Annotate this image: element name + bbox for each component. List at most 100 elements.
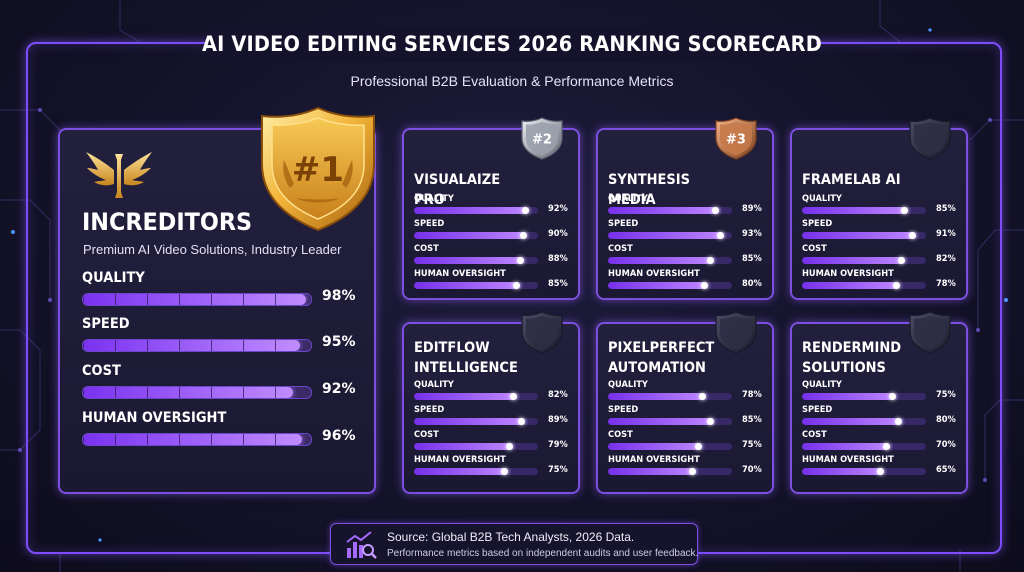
service-card: #3 SYNTHESIS MEDIA QUALITY 89% SPEED 93% COST 8… [596,117,774,300]
metric-bar-marker [712,207,720,214]
dark-shield-icon [521,311,563,354]
metric-bar-marker [701,282,709,289]
metric-bar-marker [895,418,903,425]
metric-bar [608,418,732,425]
metric-label: SPEED [414,219,445,229]
metric-bar-fill [608,418,714,425]
service-metric: COST 88% [414,244,568,269]
service-metric: QUALITY 82% [414,380,568,405]
metric-label: HUMAN OVERSIGHT [608,269,700,279]
page-subtitle: Professional B2B Evaluation & Performanc… [350,73,674,89]
metric-label: HUMAN OVERSIGHT [802,269,894,279]
service-metric: COST 82% [802,244,956,269]
metric-value: 80% [742,279,762,289]
chart-magnifier-icon [346,531,377,559]
metric-bar-marker [688,468,696,475]
metric-bar-marker [517,257,525,264]
service-metric: COST 85% [608,244,762,269]
dark-shield-icon [715,311,757,354]
metric-value: 70% [742,465,762,475]
metric-bar [82,386,312,399]
service-name: SYNTHESIS MEDIA [608,172,690,208]
metric-bar-marker [876,468,884,475]
metric-label: HUMAN OVERSIGHT [414,269,506,279]
metric-value: 88% [548,254,568,264]
service-card: RENDERMIND SOLUTIONS QUALITY 75% SPEED 80% CO… [790,311,968,494]
metric-bar-marker [698,393,706,400]
source-text: Source: Global B2B Tech Analysts, 2026 D… [387,530,635,544]
metric-bar-marker [513,282,521,289]
metric-value: 85% [742,254,762,264]
service-metric: COST 75% [608,430,762,455]
metric-value: 79% [548,440,568,450]
leader-rank-label: #1 [292,150,344,190]
rank-label: #2 [532,133,552,148]
silver-shield-icon: #2 [521,117,563,160]
metric-value: 92% [322,381,356,397]
service-card: #2 VISUALAIZE PRO QUALITY 92% SPEED 90% COST 88… [402,117,580,300]
service-metric: HUMAN OVERSIGHT 65% [802,455,956,480]
metric-bar [802,418,926,425]
metric-bar-fill [608,468,695,475]
metric-bar-fill [608,443,701,450]
metric-value: 95% [322,334,356,350]
metric-bar [82,339,312,352]
metric-bar-fill [802,232,915,239]
metric-value: 89% [742,204,762,214]
metric-value: 78% [742,390,762,400]
metric-bar-marker [901,207,909,214]
metric-label: HUMAN OVERSIGHT [608,455,700,465]
metric-bar-fill [83,294,307,305]
service-name: EDITFLOW INTELLIGENCE [414,340,518,376]
metric-bar-fill [608,393,705,400]
metric-bar-fill [414,468,507,475]
service-metric: SPEED 89% [414,405,568,430]
bronze-shield-icon: #3 [715,117,757,160]
metric-label: COST [608,244,633,254]
service-metric: QUALITY 92% [414,194,568,219]
metric-label: SPEED [82,316,130,332]
service-metric: HUMAN OVERSIGHT 78% [802,269,956,294]
metric-label: QUALITY [802,194,842,204]
metric-value: 75% [742,440,762,450]
metric-label: QUALITY [82,270,145,286]
metric-value: 70% [936,440,956,450]
metric-value: 85% [742,415,762,425]
metric-bar-fill [414,418,525,425]
metric-bar [802,393,926,400]
metric-bar-marker [501,468,508,475]
metric-value: 98% [322,288,356,304]
metric-bar [802,282,926,289]
metric-bar-marker [717,232,725,239]
leader-metric: QUALITY 98% [82,270,362,306]
metric-bar-fill [802,282,899,289]
page-title: AI VIDEO EDITING SERVICES 2026 RANKING S… [202,32,822,56]
metric-bar-fill [608,282,708,289]
metric-bar-marker [519,232,527,239]
service-name: FRAMELAB AI [802,172,901,188]
service-card: EDITFLOW INTELLIGENCE QUALITY 82% SPEED 89% C… [402,311,580,494]
metric-bar-fill [802,257,904,264]
service-metric: SPEED 93% [608,219,762,244]
metric-value: 96% [322,428,356,444]
service-card: PIXELPERFECT AUTOMATION QUALITY 78% SPEED 85… [596,311,774,494]
service-metric: QUALITY 75% [802,380,956,405]
metric-label: SPEED [802,405,833,415]
metric-label: SPEED [414,405,445,415]
metric-bar-marker [882,443,890,450]
metric-value: 90% [548,229,568,239]
metric-label: SPEED [802,219,833,229]
metric-bar [802,468,926,475]
winged-i-logo-icon [86,152,152,198]
leader-name: INCREDITORS [82,208,253,236]
metric-bar [608,232,732,239]
service-metric: HUMAN OVERSIGHT 70% [608,455,762,480]
service-metric: HUMAN OVERSIGHT 80% [608,269,762,294]
service-metric: QUALITY 78% [608,380,762,405]
metric-value: 91% [936,229,956,239]
service-metric: SPEED 85% [608,405,762,430]
metric-bar-marker [509,393,517,400]
metric-bar-fill [414,393,516,400]
metric-value: 92% [548,204,568,214]
metric-bar-marker [522,207,530,214]
